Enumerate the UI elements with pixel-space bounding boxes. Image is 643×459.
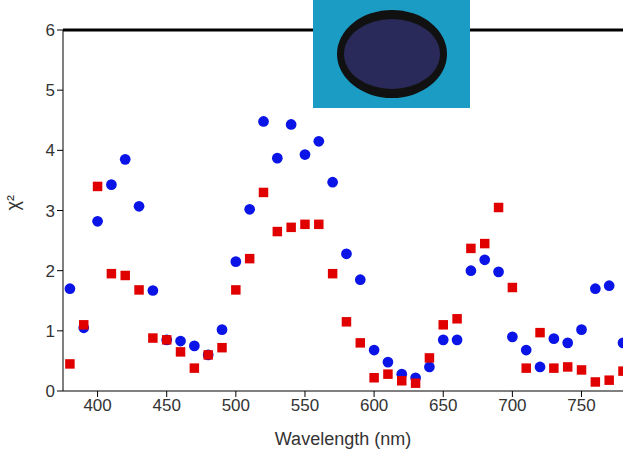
svg-text:4: 4: [46, 141, 55, 160]
svg-text:500: 500: [222, 396, 250, 415]
svg-text:400: 400: [83, 396, 111, 415]
svg-text:2: 2: [46, 262, 55, 281]
svg-text:6: 6: [46, 21, 55, 40]
svg-text:3: 3: [46, 202, 55, 221]
svg-text:700: 700: [498, 396, 526, 415]
svg-text:5: 5: [46, 81, 55, 100]
svg-text:550: 550: [291, 396, 319, 415]
svg-text:Wavelength (nm): Wavelength (nm): [275, 429, 411, 449]
svg-text:600: 600: [360, 396, 388, 415]
svg-text:450: 450: [153, 396, 181, 415]
svg-text:650: 650: [429, 396, 457, 415]
svg-text:χ²: χ²: [3, 195, 23, 210]
svg-text:750: 750: [567, 396, 595, 415]
svg-text:1: 1: [46, 322, 55, 341]
svg-text:0: 0: [46, 382, 55, 401]
